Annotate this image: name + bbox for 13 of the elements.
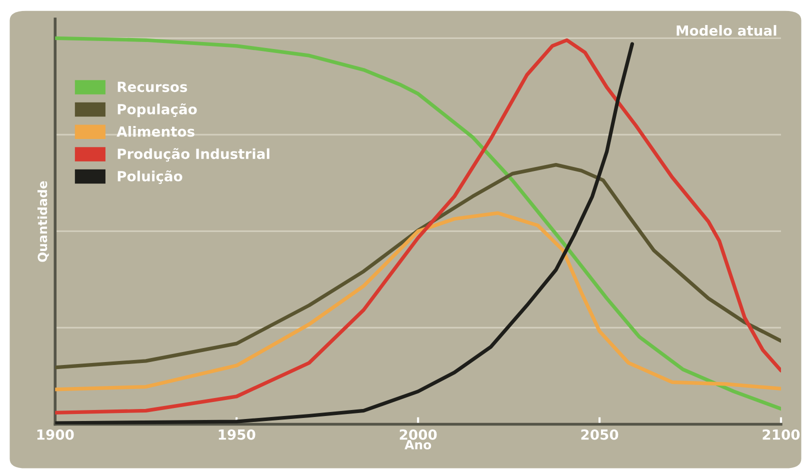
x-tick-label: 2050: [581, 429, 618, 440]
legend-label: Alimentos: [116, 126, 194, 137]
x-tick-label: 1900: [37, 429, 74, 440]
legend-label: Poluição: [118, 170, 182, 184]
x-tick-label: 1950: [218, 429, 256, 440]
x-tick-label: 2000: [400, 429, 437, 440]
legend-label: Produção Industrial: [118, 148, 270, 162]
legend-label: Recursos: [118, 82, 188, 92]
x-tick-label: 2100: [762, 429, 800, 440]
x-axis-title: Ano: [404, 440, 432, 450]
y-axis-title: Quantidade: [37, 181, 49, 262]
chart-title: Modelo atual: [676, 25, 776, 36]
legend-label: População: [118, 103, 197, 118]
